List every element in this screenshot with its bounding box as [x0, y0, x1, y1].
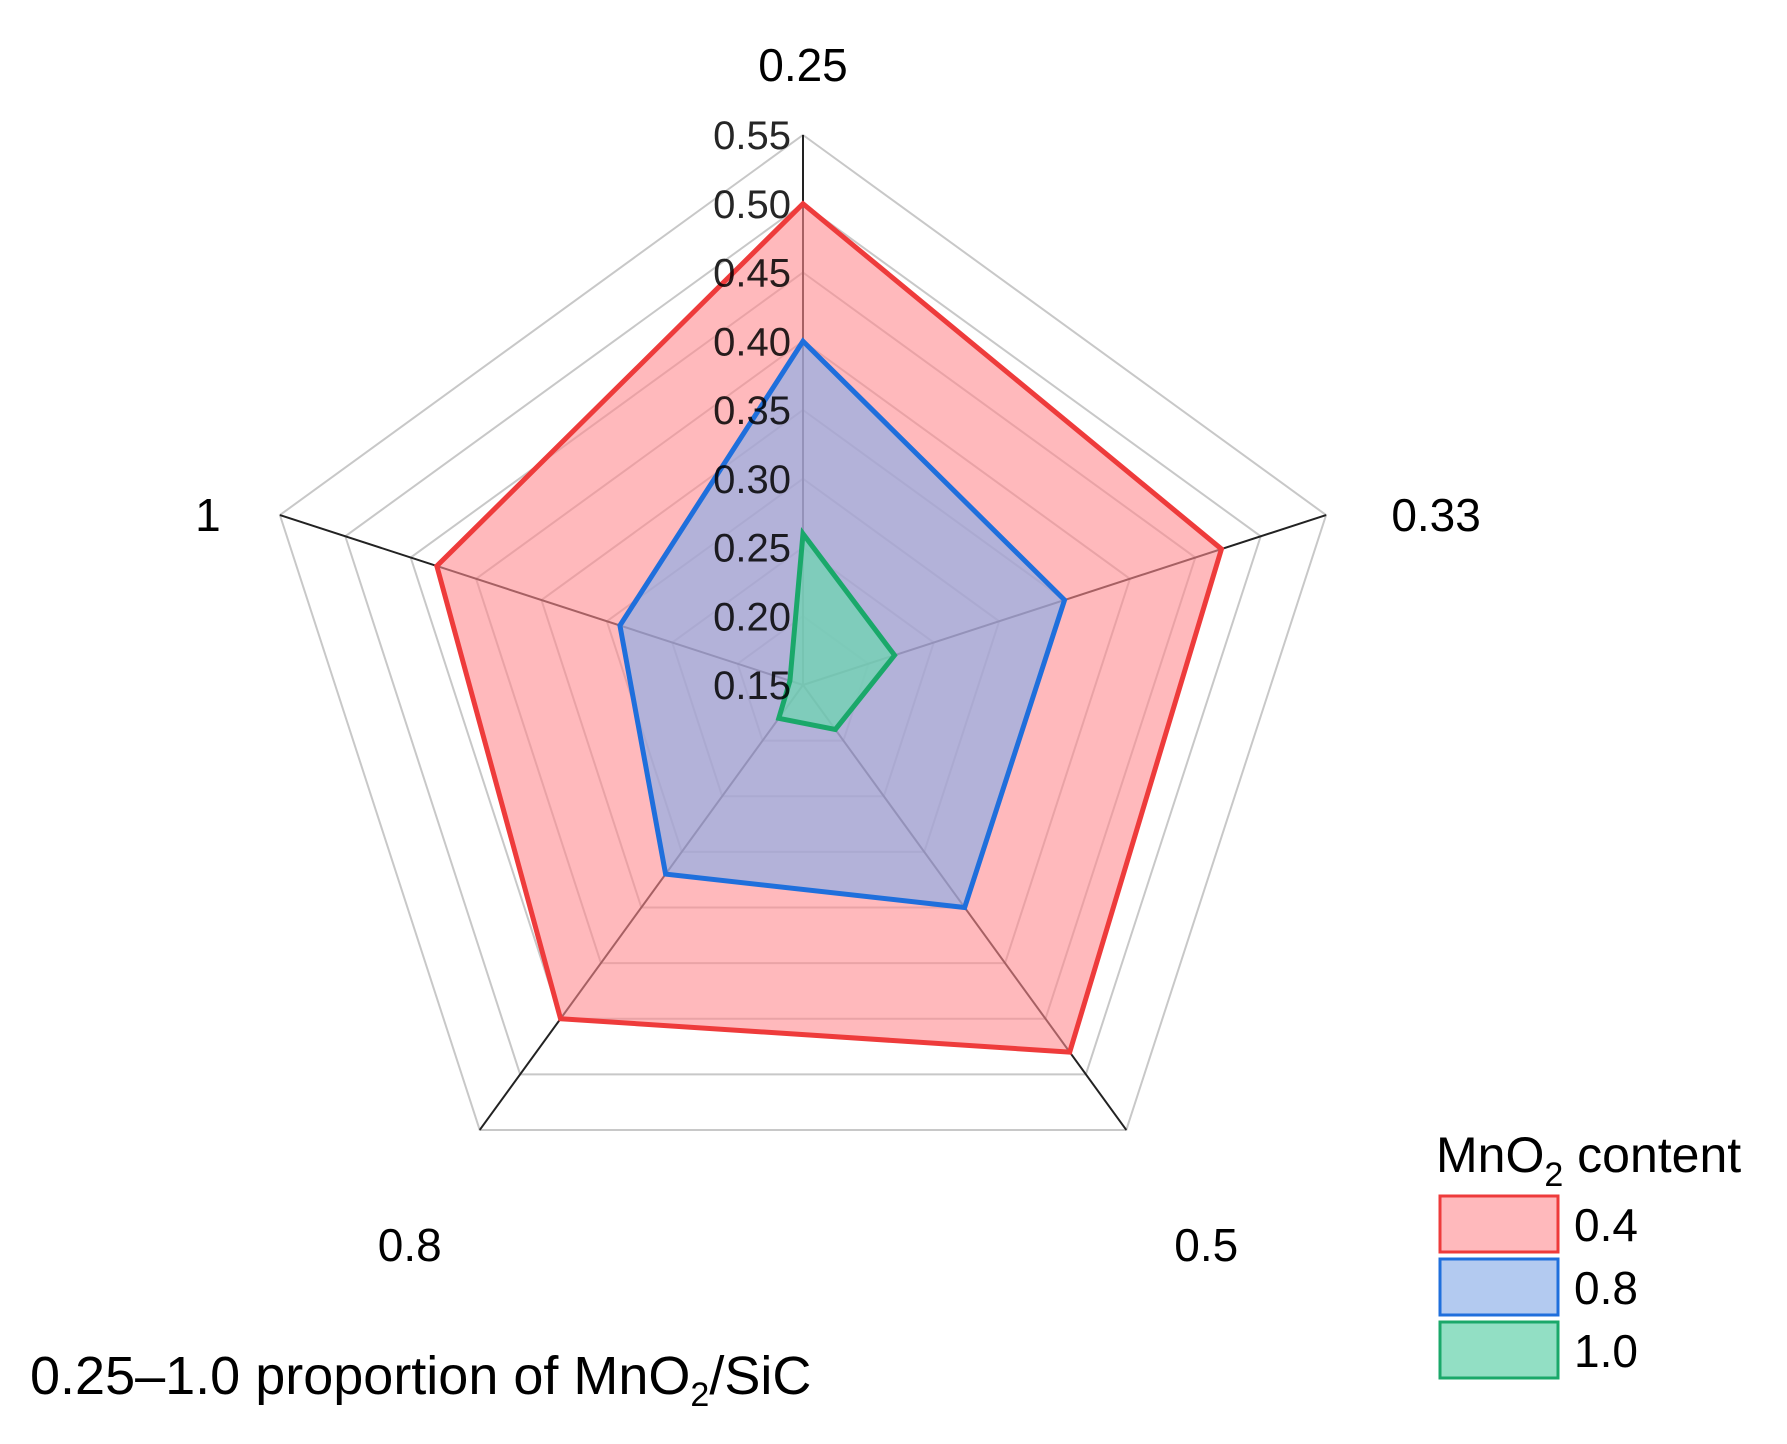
grid-ring-0.55	[278, 133, 1328, 1131]
radial-tick-labels: 0.15 0.20 0.25 0.30 0.35 0.40 0.45 0.50 0.55	[713, 114, 791, 708]
legend-label-0.8: 0.8	[1574, 1262, 1638, 1314]
radial-tick-label: 0.25	[713, 527, 791, 571]
radial-tick-label: 0.50	[713, 183, 791, 227]
radar-series	[434, 200, 1225, 1055]
legend-swatch-0.8	[1438, 1257, 1560, 1317]
legend-title: MnO2 content	[1436, 1127, 1741, 1194]
axis-label-1: 1	[195, 489, 221, 541]
radial-tick-label: 0.40	[713, 320, 791, 364]
radial-tick-label: 0.45	[713, 252, 791, 296]
axis-label-0.8: 0.8	[378, 1219, 442, 1271]
axis-label-0.5: 0.5	[1174, 1219, 1238, 1271]
axis-label-0.33: 0.33	[1391, 489, 1481, 541]
radial-tick-label: 0.20	[713, 595, 791, 639]
axis-label-0.25: 0.25	[758, 39, 848, 91]
chart-caption: 0.25–1.0 proportion of MnO2/SiC	[30, 1346, 812, 1414]
series-polygon-1.0	[775, 527, 898, 733]
legend-label-1.0: 1.0	[1574, 1325, 1638, 1377]
legend-swatch-1.0	[1438, 1320, 1560, 1380]
legend-label-0.4: 0.4	[1574, 1199, 1638, 1251]
axis-labels: 0.25 0.33 0.5 0.8 1	[195, 39, 1481, 1271]
radial-tick-label: 0.15	[713, 664, 791, 708]
radial-tick-label: 0.55	[713, 114, 791, 158]
radial-tick-label: 0.30	[713, 458, 791, 502]
legend: MnO2 content 0.4 0.8 1.0	[1436, 1127, 1741, 1380]
radial-tick-label: 0.35	[713, 389, 791, 433]
grid-ring-0.50	[344, 202, 1262, 1076]
legend-swatch-0.4	[1438, 1194, 1560, 1254]
